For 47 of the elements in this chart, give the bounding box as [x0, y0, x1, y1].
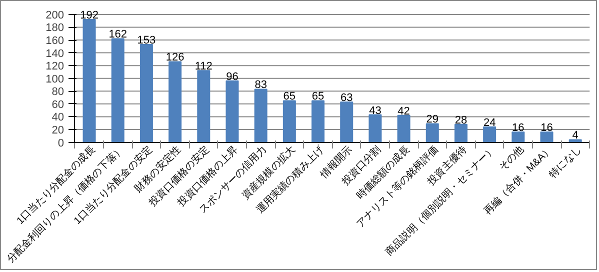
data-label: 162: [108, 28, 128, 41]
bar: [282, 100, 296, 143]
bar: [340, 101, 354, 143]
y-tick-label: 0: [58, 137, 64, 150]
data-label: 4: [572, 130, 578, 142]
bar: [168, 61, 182, 143]
data-label: 24: [483, 116, 496, 129]
bar: [512, 132, 525, 143]
y-tick-label: 40: [52, 112, 64, 124]
data-label: 42: [398, 105, 410, 118]
bar: [111, 38, 124, 143]
bar: [483, 126, 496, 143]
bar: [140, 44, 153, 143]
y-tick-label: 20: [52, 124, 64, 136]
y-tick-label: 60: [52, 98, 64, 111]
bar: [368, 114, 382, 143]
bar: [197, 70, 210, 143]
bar: [454, 124, 468, 143]
bar: [312, 100, 325, 143]
y-tick-label: 80: [52, 86, 64, 98]
data-label: 112: [194, 60, 212, 73]
data-label: 16: [512, 122, 524, 134]
data-label: 83: [254, 79, 267, 92]
y-tick-label: 120: [46, 60, 64, 73]
y-tick-label: 180: [46, 22, 64, 34]
bar: [397, 114, 410, 143]
y-tick-label: 140: [46, 48, 64, 60]
data-label: 126: [166, 52, 184, 64]
data-label: 65: [312, 90, 324, 103]
bar: [82, 19, 96, 143]
data-label: 96: [226, 70, 238, 83]
x-tick-label: 特になし: [546, 144, 584, 180]
data-label: 63: [340, 92, 353, 104]
data-label: 29: [426, 114, 439, 126]
data-label: 192: [80, 10, 98, 22]
data-label: 43: [369, 104, 382, 117]
y-tick-label: 160: [46, 35, 64, 48]
bar: [226, 80, 239, 143]
data-label: 28: [454, 114, 468, 126]
data-label: 153: [137, 34, 156, 46]
data-label: 16: [540, 122, 553, 134]
data-label: 65: [283, 90, 296, 103]
bar: [426, 123, 439, 143]
y-tick-label: 100: [46, 73, 64, 86]
y-tick-label: 200: [46, 9, 64, 22]
bar: [540, 132, 554, 143]
bar: [254, 88, 268, 143]
